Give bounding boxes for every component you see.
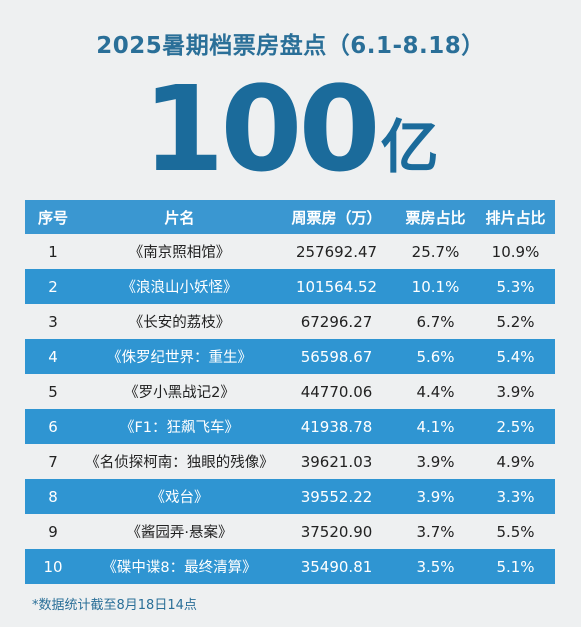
gross-share-cell: 4.4% [416, 382, 455, 401]
screening-share-cell: 5.1% [476, 549, 555, 584]
table-row: 10 《碟中谍8：最终清算》 35490.81 3.5% 5.1% [25, 549, 555, 584]
gross-cell: 67296.27 [300, 312, 373, 331]
title-cell: 《戏台》 [81, 479, 278, 514]
screening-share-cell: 10.9% [491, 242, 540, 261]
rank-cell: 2 [25, 269, 81, 304]
table-header-row: 序号 片名 周票房（万） 票房占比 排片占比 [25, 200, 555, 234]
header-weekly-gross: 周票房（万） [278, 200, 395, 234]
screening-share-cell: 3.9% [496, 382, 535, 401]
gross-cell: 44770.06 [300, 382, 373, 401]
gross-share-cell: 3.5% [395, 549, 476, 584]
rank-cell: 4 [25, 339, 81, 374]
gross-cell: 39552.22 [278, 479, 395, 514]
page-title: 2025暑期档票房盘点（6.1-8.18） [96, 33, 485, 59]
table-row: 5 《罗小黑战记2》 44770.06 4.4% 3.9% [25, 374, 555, 409]
table-row: 6 《F1：狂飙飞车》 41938.78 4.1% 2.5% [25, 409, 555, 444]
rank-cell: 3 [48, 312, 58, 331]
screening-share-cell: 5.4% [476, 339, 555, 374]
rank-cell: 10 [25, 549, 81, 584]
rank-cell: 6 [25, 409, 81, 444]
title-cell: 《名侦探柯南：独眼的残像》 [85, 455, 274, 471]
header-gross-share: 票房占比 [395, 200, 476, 234]
title-cell: 《南京照相馆》 [128, 245, 231, 261]
table-row: 8 《戏台》 39552.22 3.9% 3.3% [25, 479, 555, 514]
screening-share-cell: 5.5% [496, 522, 535, 541]
header-rank: 序号 [25, 200, 81, 234]
gross-share-cell: 3.9% [416, 452, 455, 471]
gross-cell: 39621.03 [300, 452, 373, 471]
screening-share-cell: 3.3% [476, 479, 555, 514]
gross-cell: 56598.67 [278, 339, 395, 374]
title-cell: 《碟中谍8：最终清算》 [81, 549, 278, 584]
gross-cell: 101564.52 [278, 269, 395, 304]
data-footnote: *数据统计截至8月18日14点 [32, 598, 197, 613]
header-title: 片名 [81, 200, 278, 234]
total-box-office: 100亿 [0, 64, 581, 194]
total-number: 100 [142, 60, 380, 198]
title-cell: 《长安的荔枝》 [128, 315, 231, 331]
title-cell: 《罗小黑战记2》 [124, 385, 235, 401]
rank-cell: 7 [48, 452, 58, 471]
title-cell: 《F1：狂飙飞车》 [81, 409, 278, 444]
title-cell: 《侏罗纪世界：重生》 [81, 339, 278, 374]
screening-share-cell: 4.9% [496, 452, 535, 471]
gross-share-cell: 3.9% [395, 479, 476, 514]
gross-share-cell: 25.7% [411, 242, 460, 261]
total-unit: 亿 [380, 113, 439, 181]
gross-share-cell: 4.1% [395, 409, 476, 444]
table-row: 4 《侏罗纪世界：重生》 56598.67 5.6% 5.4% [25, 339, 555, 374]
table-row: 1 《南京照相馆》 257692.47 25.7% 10.9% [25, 234, 555, 269]
screening-share-cell: 5.2% [496, 312, 535, 331]
gross-cell: 41938.78 [278, 409, 395, 444]
table-row: 2 《浪浪山小妖怪》 101564.52 10.1% 5.3% [25, 269, 555, 304]
rank-cell: 9 [48, 522, 58, 541]
gross-share-cell: 3.7% [416, 522, 455, 541]
header-screening-share: 排片占比 [476, 200, 555, 234]
gross-cell: 37520.90 [300, 522, 373, 541]
table-row: 9 《酱园弄·悬案》 37520.90 3.7% 5.5% [25, 514, 555, 549]
gross-share-cell: 10.1% [395, 269, 476, 304]
title-cell: 《浪浪山小妖怪》 [81, 269, 278, 304]
gross-cell: 35490.81 [278, 549, 395, 584]
gross-share-cell: 6.7% [416, 312, 455, 331]
rank-cell: 5 [48, 382, 58, 401]
screening-share-cell: 5.3% [476, 269, 555, 304]
gross-cell: 257692.47 [295, 242, 378, 261]
rank-cell: 1 [48, 242, 58, 261]
screening-share-cell: 2.5% [476, 409, 555, 444]
box-office-table: 序号 片名 周票房（万） 票房占比 排片占比 1 《南京照相馆》 257692.… [25, 200, 555, 584]
table-row: 7 《名侦探柯南：独眼的残像》 39621.03 3.9% 4.9% [25, 444, 555, 479]
rank-cell: 8 [25, 479, 81, 514]
title-cell: 《酱园弄·悬案》 [126, 525, 233, 541]
gross-share-cell: 5.6% [395, 339, 476, 374]
table-row: 3 《长安的荔枝》 67296.27 6.7% 5.2% [25, 304, 555, 339]
